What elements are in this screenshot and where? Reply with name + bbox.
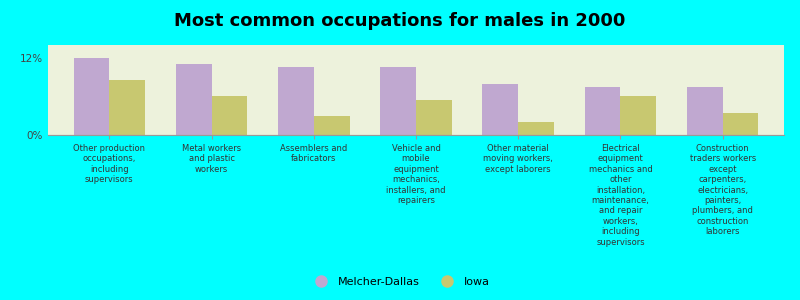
Bar [722,112,758,135]
Bar [314,116,350,135]
Text: Metal workers
and plastic
workers: Metal workers and plastic workers [182,144,241,174]
Bar [211,96,247,135]
Bar [176,64,211,135]
Bar [380,68,416,135]
Bar [110,80,145,135]
Bar [518,122,554,135]
Text: Assemblers and
fabricators: Assemblers and fabricators [280,144,347,164]
Bar [482,84,518,135]
Bar [621,96,656,135]
Bar [585,87,621,135]
Text: Electrical
equipment
mechanics and
other
installation,
maintenance,
and repair
w: Electrical equipment mechanics and other… [589,144,652,247]
Text: Other material
moving workers,
except laborers: Other material moving workers, except la… [483,144,553,174]
Bar [416,100,452,135]
Text: Other production
occupations,
including
supervisors: Other production occupations, including … [74,144,146,184]
Text: Vehicle and
mobile
equipment
mechanics,
installers, and
repairers: Vehicle and mobile equipment mechanics, … [386,144,446,205]
Text: Most common occupations for males in 2000: Most common occupations for males in 200… [174,12,626,30]
Bar [74,58,110,135]
Bar [278,68,314,135]
Legend: Melcher-Dallas, Iowa: Melcher-Dallas, Iowa [306,273,494,291]
Bar [687,87,722,135]
Text: Construction
traders workers
except
carpenters,
electricians,
painters,
plumbers: Construction traders workers except carp… [690,144,756,236]
